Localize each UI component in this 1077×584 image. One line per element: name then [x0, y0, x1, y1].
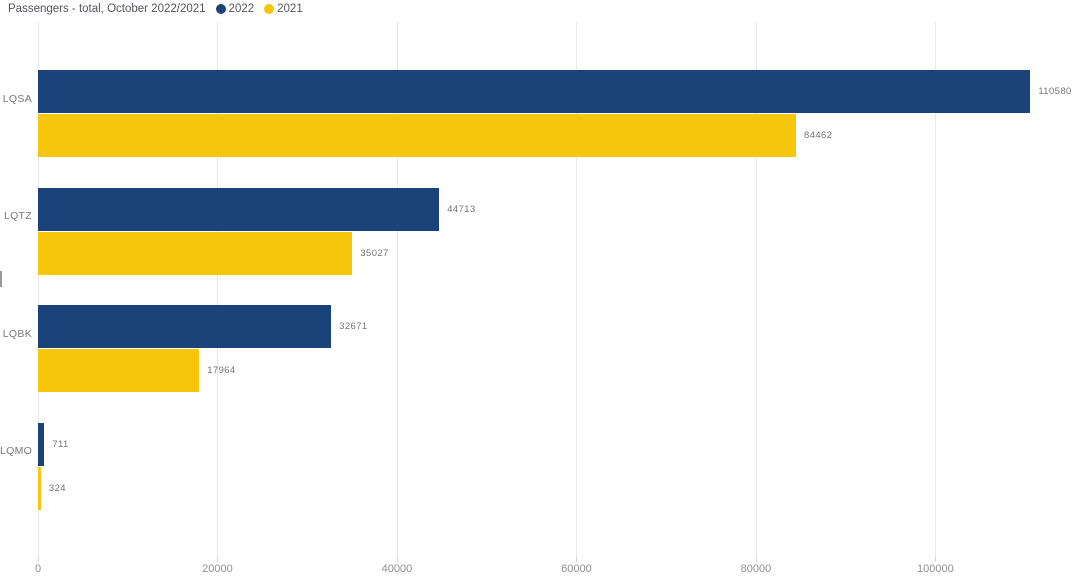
x-tick-label: 20000 — [202, 563, 233, 575]
data-label: 32671 — [339, 321, 368, 332]
axis-tick — [38, 557, 39, 562]
gridline — [217, 22, 219, 557]
bar-2022-LQTZ[interactable] — [38, 187, 440, 231]
legend-label: 2021 — [277, 3, 303, 15]
legend-dot-icon — [215, 4, 226, 14]
gridline — [935, 22, 937, 557]
data-label: 84462 — [803, 130, 833, 141]
bar-2022-LQMO[interactable] — [38, 422, 45, 466]
data-label: 324 — [48, 482, 66, 494]
bar-row: 324 — [38, 466, 1070, 510]
gridline — [755, 22, 757, 557]
x-tick-label: 40000 — [381, 563, 413, 575]
bar-row: 17964 — [38, 349, 1070, 392]
bar-2021-LQBK[interactable] — [38, 349, 200, 392]
legend-label: 2022 — [228, 3, 255, 15]
gridline — [576, 22, 578, 557]
axis-tick — [576, 557, 578, 562]
x-tick-label: 60000 — [561, 563, 592, 575]
bar-row: 84462 — [38, 114, 1070, 157]
axis-tick — [935, 557, 937, 562]
category-label-LQMO: LQMO — [0, 445, 33, 458]
x-tick-label: 80000 — [740, 563, 772, 575]
x-axis: 0 20000 40000 60000 80000 100000 — [34, 557, 1070, 584]
bar-2021-LQSA[interactable] — [38, 114, 796, 157]
y-axis-title-clipped — [0, 271, 2, 287]
gridline — [396, 22, 398, 557]
bar-group-LQTZ: 44713 35027 — [38, 173, 1070, 291]
data-label: 35027 — [360, 247, 389, 259]
bar-2021-LQTZ[interactable] — [38, 231, 353, 275]
data-label: 44713 — [447, 203, 476, 215]
chart-title: Passengers - total, October 2022/2021 — [8, 3, 206, 15]
plot-area: 110580 84462 44713 35027 32671 17964 711 324 — [38, 22, 1072, 557]
bar-row: 32671 — [38, 305, 1070, 348]
axis-tick — [217, 557, 219, 562]
category-label-LQBK: LQBK — [2, 327, 32, 340]
legend-item-2021[interactable]: 2021 — [264, 3, 303, 15]
axis-tick — [396, 557, 398, 562]
legend-item-2022[interactable]: 2022 — [215, 3, 255, 15]
chart-header: Passengers - total, October 2022/2021 20… — [8, 3, 303, 15]
data-label: 711 — [52, 438, 69, 450]
x-tick-label: 0 — [34, 563, 42, 575]
bar-2022-LQSA[interactable] — [38, 70, 1031, 113]
bar-group-LQBK: 32671 17964 — [38, 290, 1070, 408]
gridline — [38, 22, 39, 557]
axis-tick — [755, 557, 757, 562]
bar-row: 35027 — [38, 231, 1070, 275]
bar-group-LQSA: 110580 84462 — [38, 55, 1072, 173]
category-axis: LQSA LQTZ LQBK LQMO — [0, 0, 38, 584]
bar-row: 711 — [38, 422, 1070, 466]
data-label: 110580 — [1038, 86, 1072, 97]
bar-2022-LQBK[interactable] — [38, 305, 332, 348]
category-label-LQSA: LQSA — [2, 92, 32, 105]
x-tick-label: 100000 — [917, 563, 954, 575]
bar-row: 110580 — [38, 70, 1072, 113]
bar-group-LQMO: 711 324 — [38, 408, 1070, 526]
bar-2021-LQMO[interactable] — [38, 466, 41, 510]
category-label-LQTZ: LQTZ — [3, 210, 32, 223]
legend: 2022 2021 — [215, 3, 303, 15]
legend-dot-icon — [264, 4, 275, 14]
data-label: 17964 — [207, 365, 236, 376]
bar-row: 44713 — [38, 187, 1070, 231]
